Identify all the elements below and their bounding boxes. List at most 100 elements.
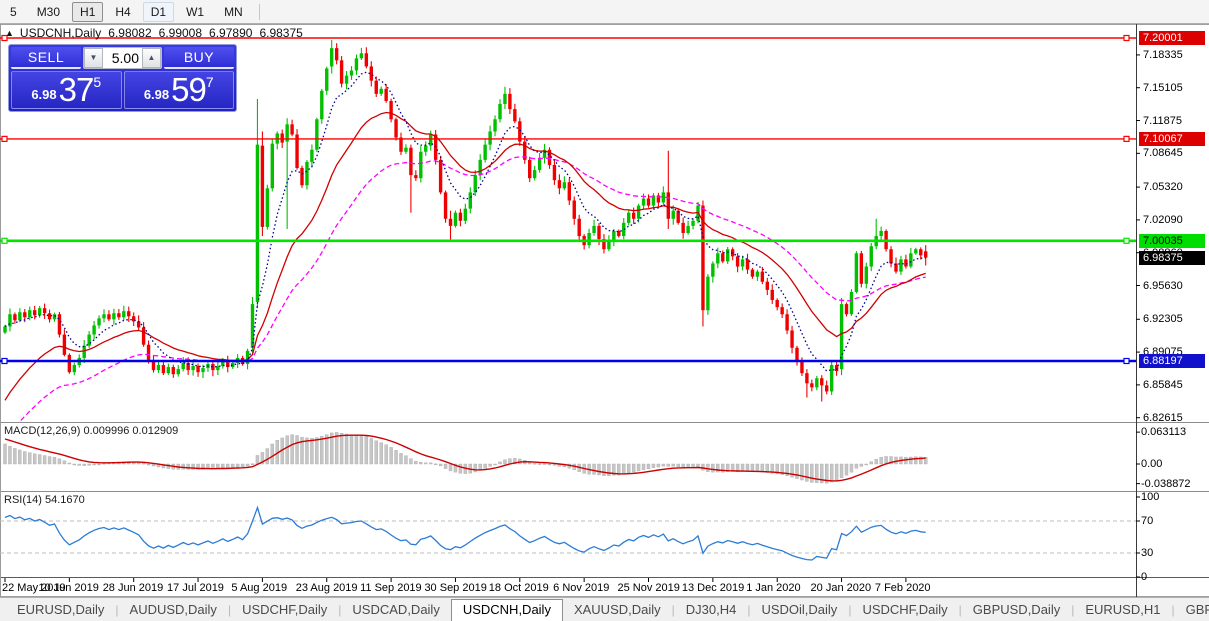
date-axis-label: 22 May 2019 [2, 582, 66, 594]
chart-tab-audusd-daily[interactable]: AUDUSD,Daily [129, 602, 217, 617]
buy-price-pips: 59 [171, 71, 207, 108]
price-tick-label: 6.92305 [1143, 313, 1183, 325]
date-axis-label: 5 Aug 2019 [231, 582, 288, 594]
timeframe-button-d1[interactable]: D1 [142, 1, 175, 22]
price-tick-label: 6.85845 [1143, 379, 1183, 391]
line-anchor-marker [1123, 357, 1130, 365]
line-anchor-marker [1123, 135, 1130, 142]
volume-spinner: ▼ ▲ [83, 47, 162, 69]
price-tick-label: 7.08645 [1143, 147, 1183, 159]
candles-layer [3, 40, 928, 421]
sell-price-pips: 37 [58, 71, 95, 108]
volume-input[interactable] [103, 48, 142, 68]
timeframe-button-w1[interactable]: W1 [178, 2, 212, 22]
date-axis-label: 1 Jan 2020 [746, 582, 801, 594]
timeframe-toolbar: 5 M30 H1 H4 D1 W1 MN [0, 0, 1209, 24]
timeframe-button-h4[interactable]: H4 [107, 2, 138, 22]
price-tick-label: 7.11875 [1143, 115, 1182, 127]
line-anchor-marker [1123, 34, 1130, 42]
date-axis-label: 6 Nov 2019 [553, 582, 610, 594]
timeframe-button-h1[interactable]: H1 [72, 1, 104, 22]
tab-separator: | [848, 602, 852, 617]
price-level-badge: 7.10067 [1139, 132, 1205, 146]
date-axis-label: 10 Jun 2019 [38, 582, 99, 594]
rsi-axis-label: 0 [1141, 571, 1148, 583]
chart-tab-gbpaud-h1[interactable]: GBPAUD,H1 [1185, 602, 1209, 617]
chart-tab-usdcad-daily[interactable]: USDCAD,Daily [352, 602, 440, 617]
buy-button[interactable]: BUY [164, 47, 234, 69]
price-level-badge: 7.20001 [1139, 31, 1205, 45]
date-axis-label: 11 Sep 2019 [360, 582, 422, 594]
rsi-indicator-label: RSI(14) 54.1670 [4, 494, 85, 506]
price-tick-label: 7.18335 [1143, 49, 1183, 61]
ohlc-low: 6.97890 [209, 26, 253, 40]
macd-indicator-label: MACD(12,26,9) 0.009996 0.012909 [4, 425, 179, 437]
date-axis-label: 30 Sep 2019 [424, 582, 487, 594]
date-axis-label: 17 Jul 2019 [167, 582, 224, 594]
timeframe-button-m30[interactable]: M30 [29, 2, 68, 22]
sell-button[interactable]: SELL [11, 47, 81, 69]
macd-axis-label: 0.00 [1141, 458, 1163, 470]
sell-price-display[interactable]: 6.98 37 5 [11, 71, 122, 109]
date-axis-label: 23 Aug 2019 [295, 582, 358, 594]
date-axis-label: 20 Jan 2020 [810, 582, 872, 594]
line-anchor-marker [1, 34, 8, 42]
chart-symbol-label: USDCNH,Daily [19, 26, 102, 40]
macd-axis-label: 0.063113 [1141, 426, 1187, 438]
price-level-badge: 7.00035 [1139, 234, 1205, 248]
macd-layer [3, 432, 928, 484]
chart-tab-eurusd-h1[interactable]: EURUSD,H1 [1085, 602, 1161, 617]
buy-price-base: 6.98 [143, 87, 170, 102]
ohlc-close: 6.98375 [259, 26, 303, 40]
chart-tab-dj30-h4[interactable]: DJ30,H4 [685, 602, 737, 617]
chart-tab-usdoil-daily[interactable]: USDOil,Daily [761, 602, 838, 617]
buy-price-display[interactable]: 6.98 59 7 [123, 71, 234, 109]
sell-price-fraction: 5 [93, 74, 102, 90]
tab-separator: | [1071, 602, 1075, 617]
price-tick-label: 7.15105 [1143, 82, 1183, 94]
chart-tab-xauusd-daily[interactable]: XAUUSD,Daily [573, 602, 661, 617]
line-anchor-marker [1, 237, 8, 244]
line-anchor-marker [1, 357, 8, 365]
line-anchor-marker [1123, 237, 1130, 244]
price-tick-label: 6.82615 [1143, 412, 1183, 424]
symbol-marker-icon: ▲ [5, 28, 14, 38]
date-axis-label: 7 Feb 2020 [874, 582, 931, 594]
sell-price-base: 6.98 [31, 87, 57, 102]
ohlc-high: 6.99008 [158, 26, 203, 40]
price-tick-label: 6.95630 [1143, 280, 1183, 292]
buy-price-fraction: 7 [205, 74, 214, 90]
price-level-badge: 6.98375 [1139, 251, 1205, 265]
rsi-axis-label: 30 [1141, 547, 1154, 559]
date-axis-label: 18 Oct 2019 [488, 582, 549, 594]
volume-decrease-button[interactable]: ▼ [84, 48, 103, 68]
chart-tab-usdcnh-daily[interactable]: USDCNH,Daily [450, 599, 563, 621]
ohlc-open: 6.98082 [108, 26, 152, 40]
price-tick-label: 7.02090 [1143, 214, 1183, 226]
date-axis-label: 25 Nov 2019 [617, 582, 680, 594]
tab-separator: | [958, 602, 962, 617]
chart-tab-usdchf-daily[interactable]: USDCHF,Daily [862, 602, 948, 617]
tab-separator: | [338, 602, 342, 617]
chart-tab-bar: EURUSD,Daily | AUDUSD,Daily | USDCHF,Daily | U… [0, 597, 1209, 621]
date-axis-label: 13 Dec 2019 [681, 582, 745, 594]
chart-tab-eurusd-daily[interactable]: EURUSD,Daily [17, 602, 105, 617]
rsi-axis-label: 70 [1141, 515, 1154, 527]
timeframe-button-mn[interactable]: MN [216, 2, 251, 22]
tab-separator: | [747, 602, 751, 617]
tab-separator: | [1171, 602, 1175, 617]
timeframe-button-5[interactable]: 5 [2, 2, 25, 22]
chart-tab-usdchf-daily[interactable]: USDCHF,Daily [242, 602, 328, 617]
date-axis-label: 28 Jun 2019 [102, 582, 164, 594]
toolbar-separator [258, 3, 260, 20]
rsi-layer [0, 505, 1136, 561]
tab-separator: | [671, 602, 675, 617]
chart-tab-gbpusd-daily[interactable]: GBPUSD,Daily [972, 602, 1061, 617]
chart-title: ▲ USDCNH,Daily 6.98082 6.99008 6.97890 6.9837… [5, 26, 303, 40]
tab-separator: | [115, 602, 119, 617]
volume-increase-button[interactable]: ▲ [142, 48, 161, 68]
tab-separator: | [227, 602, 232, 617]
